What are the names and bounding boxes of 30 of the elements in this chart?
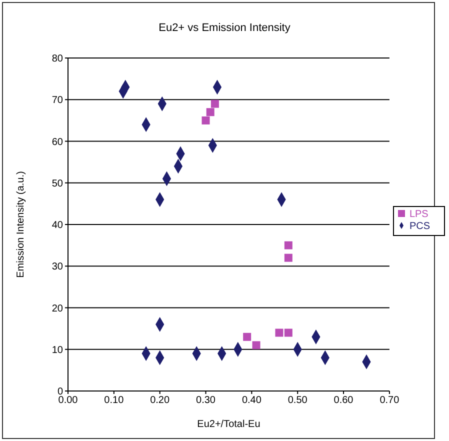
x-axis-title: Eu2+/Total-Eu [197, 419, 260, 430]
x-tick-label: 0.00 [58, 395, 78, 406]
x-tick-label: 0.30 [196, 395, 216, 406]
point [284, 328, 292, 337]
legend-label: PCS [409, 220, 430, 232]
point [243, 332, 252, 341]
legend-label: LPS [409, 208, 428, 220]
point [275, 328, 284, 337]
y-tick-label: 80 [52, 54, 64, 65]
y-axis-title: Emission Intensity (a.u.) [16, 171, 27, 278]
point [206, 108, 214, 116]
y-tick-label: 10 [52, 344, 64, 356]
y-tick-label: 60 [52, 136, 64, 148]
point [284, 254, 292, 262]
x-tick-label: 0.60 [334, 395, 354, 406]
x-tick-label: 0.10 [104, 395, 124, 406]
y-tick-label: 30 [52, 262, 64, 273]
y-tick-label: 40 [52, 220, 64, 232]
chart-title: Eu2+ vs Emission Intensity [158, 22, 292, 34]
x-tick-label: 0.70 [380, 395, 400, 406]
y-tick-label: 50 [52, 178, 64, 190]
point [210, 100, 219, 108]
y-tick-label: 20 [52, 303, 64, 314]
x-tick-label: 0.50 [288, 395, 308, 406]
y-tick-label: 70 [52, 95, 64, 106]
point [202, 116, 210, 124]
point [252, 341, 260, 350]
point [284, 241, 292, 250]
x-tick-label: 0.40 [242, 395, 262, 406]
x-tick-label: 0.20 [150, 395, 170, 406]
